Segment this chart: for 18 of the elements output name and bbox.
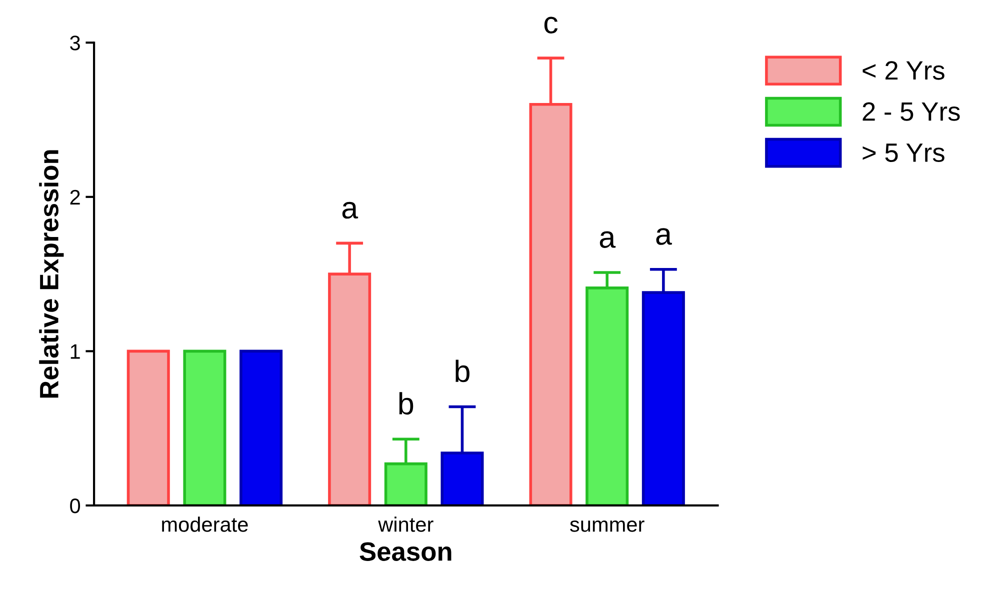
data-label: b — [399, 392, 414, 415]
legend-label: 2 - 5 Yrs — [862, 102, 960, 121]
y-tick-label: 1 — [70, 344, 80, 359]
data-label: a — [600, 231, 616, 248]
data-label: c — [544, 16, 558, 34]
x-tick-label: moderate — [162, 516, 248, 532]
data-label: b — [456, 360, 470, 382]
x-axis-title: Season — [360, 542, 452, 561]
y-tick-label: 2 — [70, 190, 80, 204]
legend-label: > 5 Yrs — [862, 144, 944, 162]
y-tick-label: 0 — [70, 498, 80, 514]
y-axis-title: Relative Expression — [39, 150, 64, 398]
data-label: a — [342, 202, 358, 219]
y-tick-label: 3 — [70, 36, 80, 50]
legend-label: < 2 Yrs — [862, 61, 944, 80]
x-tick-label: winter — [378, 516, 434, 532]
data-label: a — [656, 228, 672, 245]
x-tick-label: summer — [570, 520, 644, 532]
